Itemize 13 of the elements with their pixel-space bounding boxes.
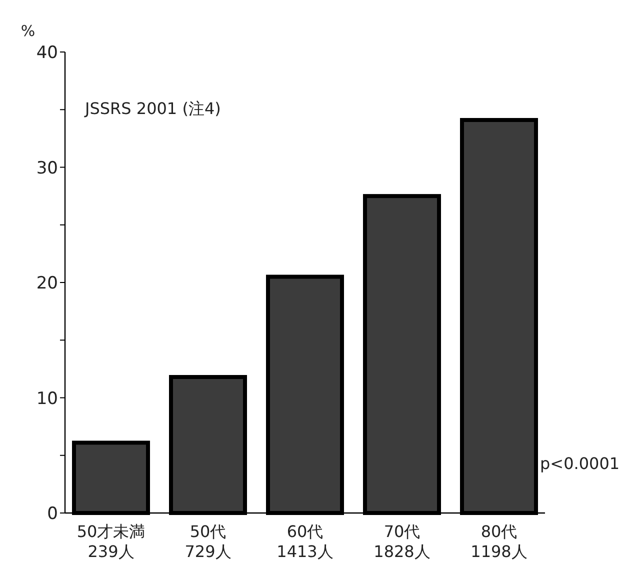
x-tick-label: 80代 1198人 (470, 522, 528, 561)
y-tick-label: 0 (47, 504, 58, 524)
annotation: p<0.0001 (540, 454, 620, 473)
y-tick-label: 20 (36, 274, 58, 294)
x-tick-label: 50代 729人 (184, 522, 232, 561)
y-tick-label: 10 (36, 388, 58, 409)
y-tick-label: 30 (36, 158, 58, 178)
x-tick-label: 60代 1413人 (276, 522, 334, 561)
x-tick-label: 50才未満 239人 (76, 522, 146, 561)
y-tick-label: 40 (36, 43, 58, 63)
x-tick-label: 70代 1828人 (374, 522, 430, 561)
annotation: JSSRS 2001 (注4) (84, 99, 221, 118)
y-axis-title: % (20, 22, 36, 40)
